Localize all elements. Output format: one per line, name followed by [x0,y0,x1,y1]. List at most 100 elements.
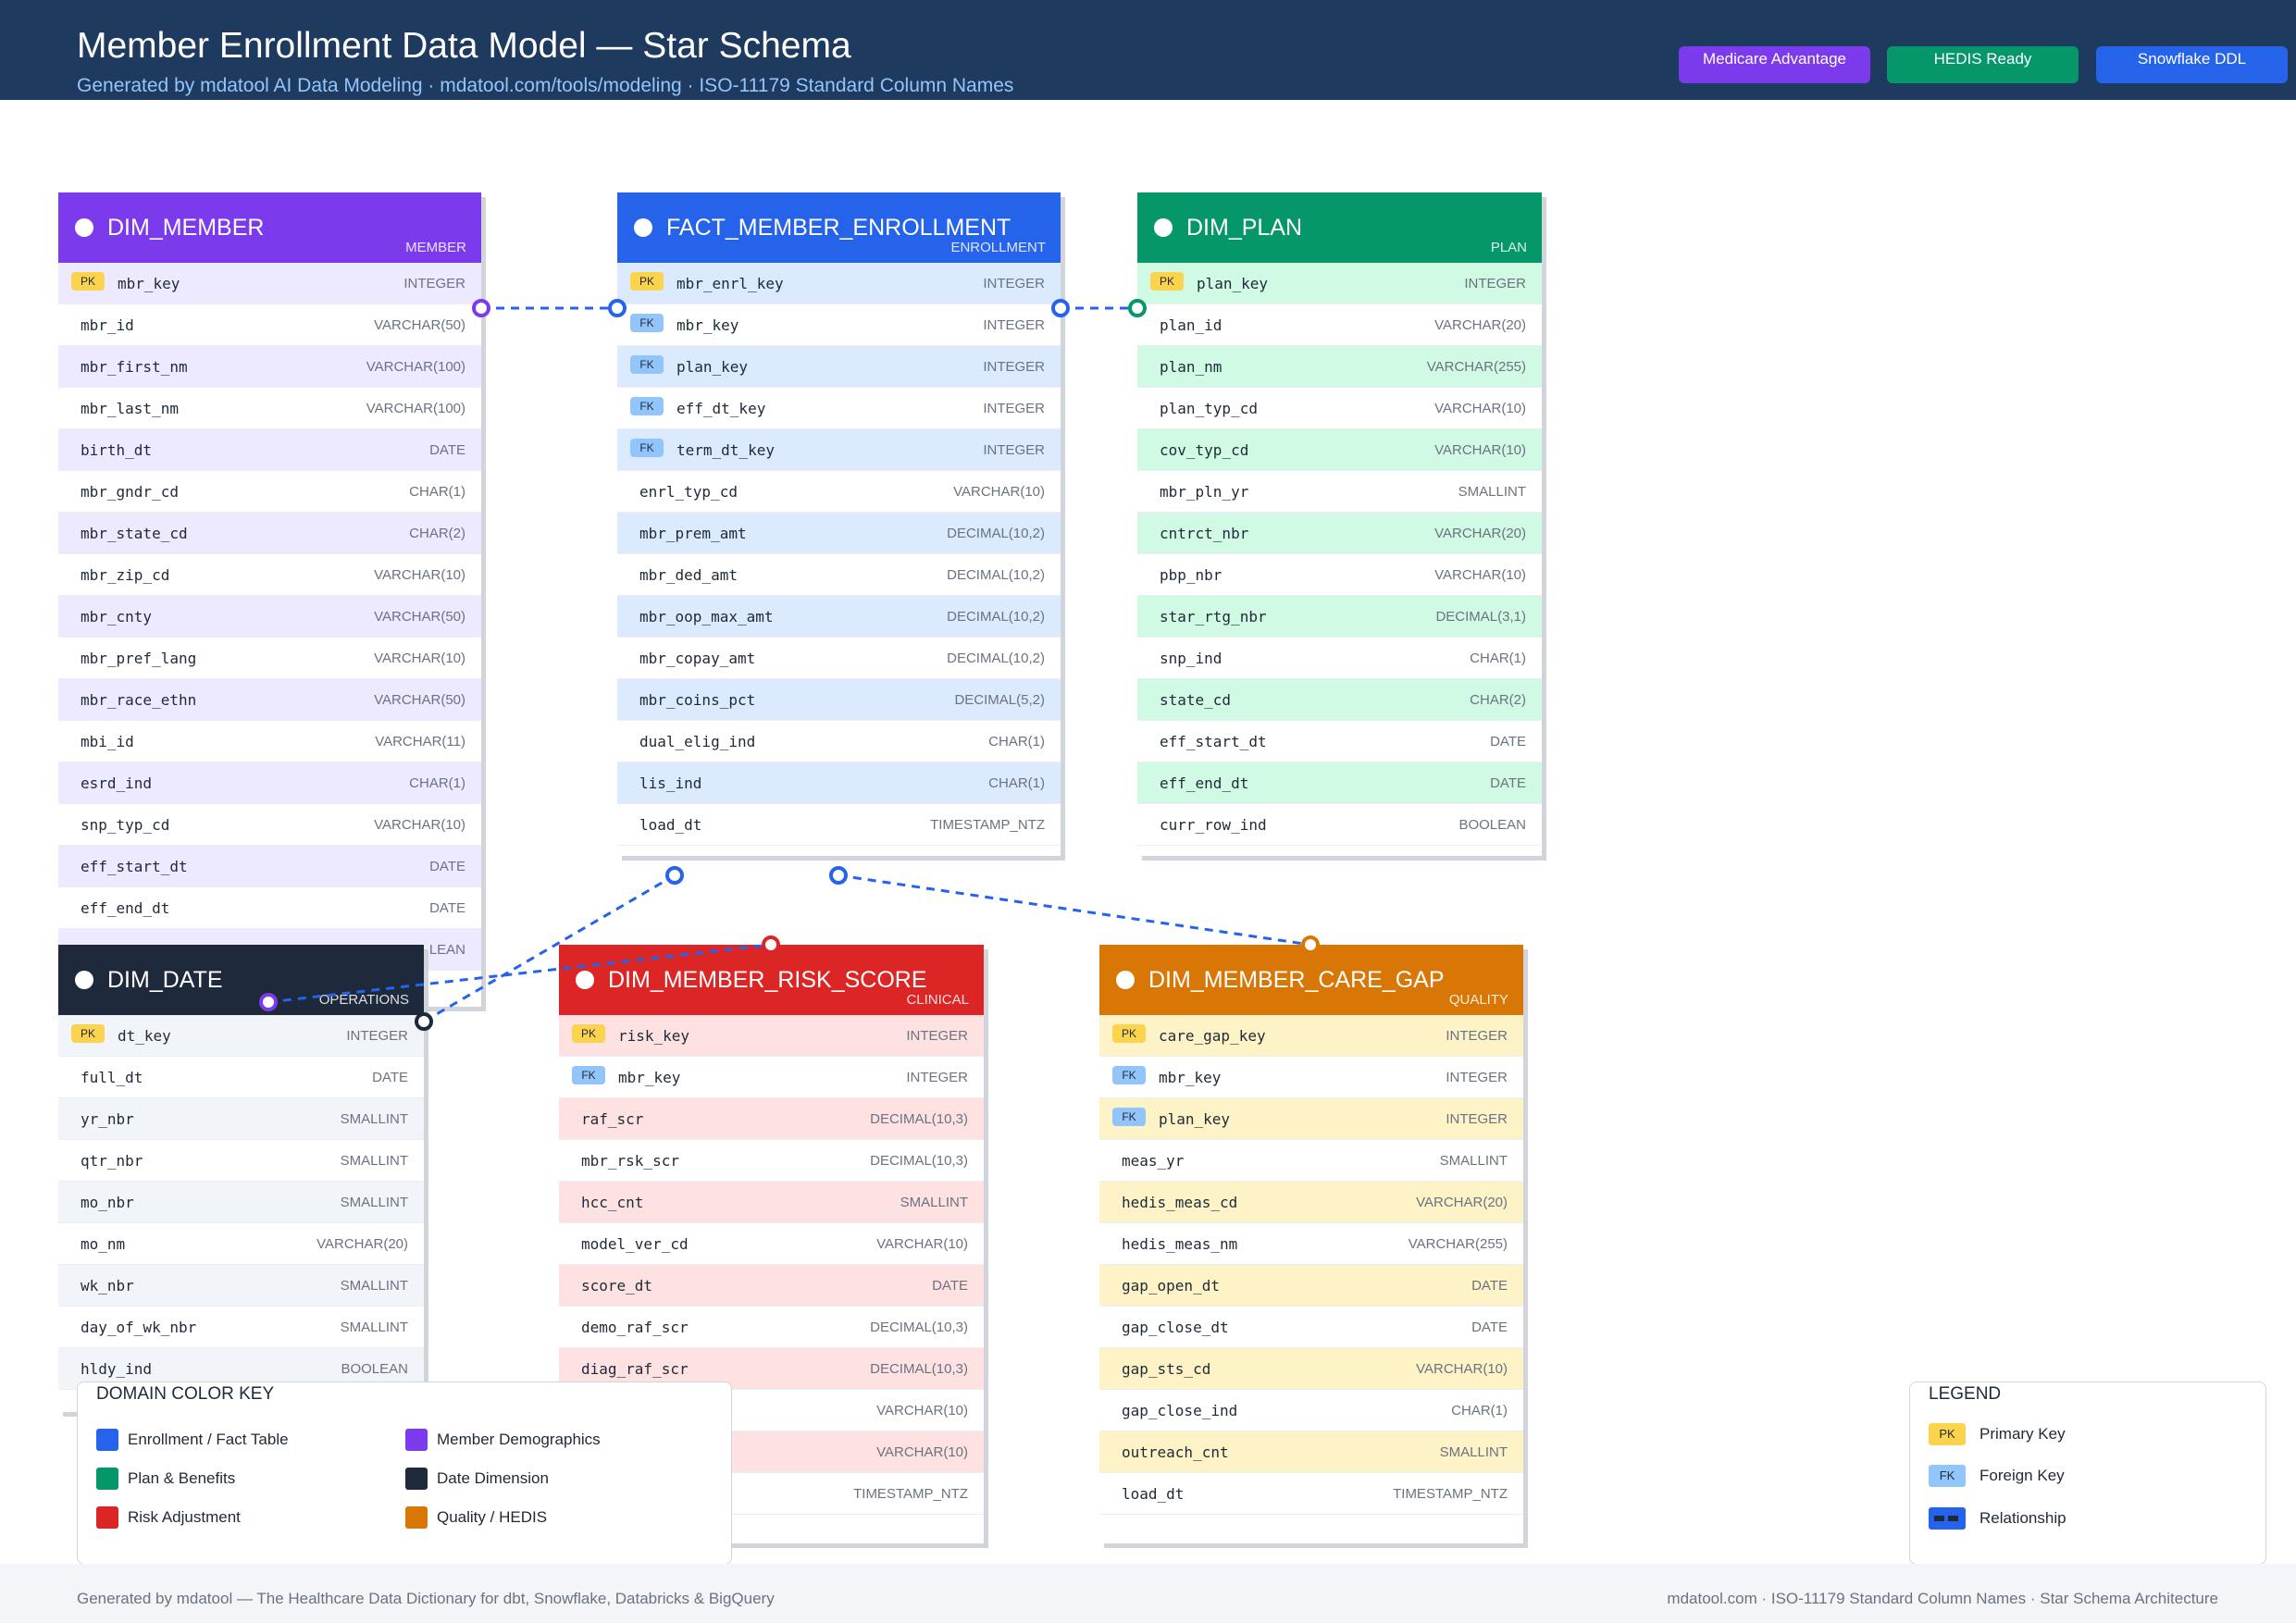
column-row[interactable]: mbr_ded_amt DECIMAL(10,2) [617,554,1061,596]
table-header[interactable]: DIM_DATE OPERATIONS [58,945,424,1015]
column-row[interactable]: mbr_rsk_scr DECIMAL(10,3) [559,1140,984,1182]
table-header[interactable]: DIM_MEMBER_CARE_GAP QUALITY [1099,945,1523,1015]
column-row[interactable]: FK plan_key INTEGER [617,346,1061,388]
column-name: curr_row_ind [1160,816,1267,834]
column-row[interactable]: mbr_oop_max_amt DECIMAL(10,2) [617,596,1061,638]
rel-enrollment-date-term [267,943,772,1004]
column-row[interactable]: PK risk_key INTEGER [559,1015,984,1057]
column-row[interactable]: mbr_coins_pct DECIMAL(5,2) [617,679,1061,721]
column-name: demo_raf_scr [581,1319,689,1336]
column-row[interactable]: mbr_first_nm VARCHAR(100) [58,346,481,388]
column-row[interactable]: PK care_gap_key INTEGER [1099,1015,1523,1057]
column-row[interactable]: full_dt DATE [58,1057,424,1098]
column-row[interactable]: lis_ind CHAR(1) [617,762,1061,804]
column-type: DATE [932,1278,968,1294]
column-row[interactable]: plan_typ_cd VARCHAR(10) [1137,388,1542,429]
column-row[interactable]: eff_end_dt DATE [1137,762,1542,804]
column-row[interactable]: PK mbr_key INTEGER [58,263,481,304]
column-row[interactable]: mbr_pref_lang VARCHAR(10) [58,638,481,679]
table-fact-member-enrollment[interactable]: FACT_MEMBER_ENROLLMENT ENROLLMENT PK mbr_en… [617,192,1061,856]
column-row[interactable]: wk_nbr SMALLINT [58,1265,424,1307]
column-row[interactable]: mbr_last_nm VARCHAR(100) [58,388,481,429]
column-row[interactable]: load_dt TIMESTAMP_NTZ [617,804,1061,846]
legend-fk-badge: FK [1929,1465,1966,1487]
table-header[interactable]: FACT_MEMBER_ENROLLMENT ENROLLMENT [617,192,1061,263]
column-row[interactable]: gap_sts_cd VARCHAR(10) [1099,1348,1523,1390]
table-dim-member-risk-score[interactable]: DIM_MEMBER_RISK_SCORE CLINICAL PK risk_key I… [559,945,984,1543]
column-row[interactable]: raf_scr DECIMAL(10,3) [559,1098,984,1140]
column-row[interactable]: model_ver_cd VARCHAR(10) [559,1223,984,1265]
column-row[interactable]: curr_row_ind BOOLEAN [1137,804,1542,846]
column-row[interactable]: mbr_race_ethn VARCHAR(50) [58,679,481,721]
column-row[interactable]: demo_raf_scr DECIMAL(10,3) [559,1307,984,1348]
column-type: INTEGER [346,1028,408,1044]
column-row[interactable]: snp_typ_cd VARCHAR(10) [58,804,481,846]
column-row[interactable]: cntrct_nbr VARCHAR(20) [1137,513,1542,554]
table-dim-member-care-gap[interactable]: DIM_MEMBER_CARE_GAP QUALITY PK care_gap_key… [1099,945,1523,1543]
table-dim-date[interactable]: DIM_DATE OPERATIONS PK dt_key INTEGER full_dt… [58,945,424,1412]
column-type: INTEGER [1446,1070,1508,1085]
column-row[interactable]: FK term_dt_key INTEGER [617,429,1061,471]
column-row[interactable]: birth_dt DATE [58,429,481,471]
column-row[interactable]: eff_start_dt DATE [1137,721,1542,762]
column-row[interactable]: gap_open_dt DATE [1099,1265,1523,1307]
column-row[interactable]: plan_id VARCHAR(20) [1137,304,1542,346]
column-row[interactable]: gap_close_dt DATE [1099,1307,1523,1348]
column-name: snp_typ_cd [81,816,170,834]
table-dim-member[interactable]: DIM_MEMBER MEMBER PK mbr_key INTEGER mbr_id VA… [58,192,481,1007]
column-row[interactable]: hedis_meas_nm VARCHAR(255) [1099,1223,1523,1265]
column-row[interactable]: meas_yr SMALLINT [1099,1140,1523,1182]
column-row[interactable]: outreach_cnt SMALLINT [1099,1431,1523,1473]
column-row[interactable]: eff_start_dt DATE [58,846,481,887]
column-row[interactable]: eff_end_dt DATE [58,887,481,929]
column-name: mbr_zip_cd [81,566,170,584]
column-row[interactable]: FK mbr_key INTEGER [559,1057,984,1098]
column-row[interactable]: score_dt DATE [559,1265,984,1307]
column-row[interactable]: mbr_prem_amt DECIMAL(10,2) [617,513,1061,554]
column-row[interactable]: PK dt_key INTEGER [58,1015,424,1057]
column-row[interactable]: hedis_meas_cd VARCHAR(20) [1099,1182,1523,1223]
column-row[interactable]: yr_nbr SMALLINT [58,1098,424,1140]
column-row[interactable]: FK plan_key INTEGER [1099,1098,1523,1140]
table-dim-plan[interactable]: DIM_PLAN PLAN PK plan_key INTEGER plan_id VARC… [1137,192,1542,856]
column-row[interactable]: mo_nbr SMALLINT [58,1182,424,1223]
column-row[interactable]: star_rtg_nbr DECIMAL(3,1) [1137,596,1542,638]
column-row[interactable]: FK mbr_key INTEGER [1099,1057,1523,1098]
column-row[interactable]: snp_ind CHAR(1) [1137,638,1542,679]
column-row[interactable]: mbr_pln_yr SMALLINT [1137,471,1542,513]
column-row[interactable]: day_of_wk_nbr SMALLINT [58,1307,424,1348]
column-name: eff_dt_key [676,400,766,417]
column-type: VARCHAR(10) [876,1444,968,1460]
column-row[interactable]: hcc_cnt SMALLINT [559,1182,984,1223]
column-row[interactable]: FK eff_dt_key INTEGER [617,388,1061,429]
column-row[interactable]: enrl_typ_cd VARCHAR(10) [617,471,1061,513]
table-header[interactable]: DIM_PLAN PLAN [1137,192,1542,263]
column-row[interactable]: mbr_copay_amt DECIMAL(10,2) [617,638,1061,679]
column-type: DATE [429,442,465,458]
column-row[interactable]: mbr_id VARCHAR(50) [58,304,481,346]
column-row[interactable]: qtr_nbr SMALLINT [58,1140,424,1182]
column-row[interactable]: PK plan_key INTEGER [1137,263,1542,304]
column-row[interactable]: pbp_nbr VARCHAR(10) [1137,554,1542,596]
column-row[interactable]: mbr_state_cd CHAR(2) [58,513,481,554]
column-row[interactable]: mbr_zip_cd VARCHAR(10) [58,554,481,596]
column-row[interactable]: PK mbr_enrl_key INTEGER [617,263,1061,304]
column-row[interactable]: mo_nm VARCHAR(20) [58,1223,424,1265]
column-row[interactable]: mbr_gndr_cd CHAR(1) [58,471,481,513]
column-row[interactable]: mbi_id VARCHAR(11) [58,721,481,762]
table-header[interactable]: DIM_MEMBER_RISK_SCORE CLINICAL [559,945,984,1015]
table-header[interactable]: DIM_MEMBER MEMBER [58,192,481,263]
column-type: DATE [429,900,465,916]
column-row[interactable]: load_dt TIMESTAMP_NTZ [1099,1473,1523,1515]
column-row[interactable]: plan_nm VARCHAR(255) [1137,346,1542,388]
fk-badge: FK [572,1066,605,1084]
column-row[interactable]: dual_elig_ind CHAR(1) [617,721,1061,762]
column-row[interactable]: mbr_cnty VARCHAR(50) [58,596,481,638]
column-row[interactable]: esrd_ind CHAR(1) [58,762,481,804]
column-row[interactable]: state_cd CHAR(2) [1137,679,1542,721]
column-name: full_dt [81,1069,143,1086]
column-row[interactable]: FK mbr_key INTEGER [617,304,1061,346]
column-row[interactable]: cov_typ_cd VARCHAR(10) [1137,429,1542,471]
table-domain: CLINICAL [906,992,969,1008]
column-row[interactable]: gap_close_ind CHAR(1) [1099,1390,1523,1431]
